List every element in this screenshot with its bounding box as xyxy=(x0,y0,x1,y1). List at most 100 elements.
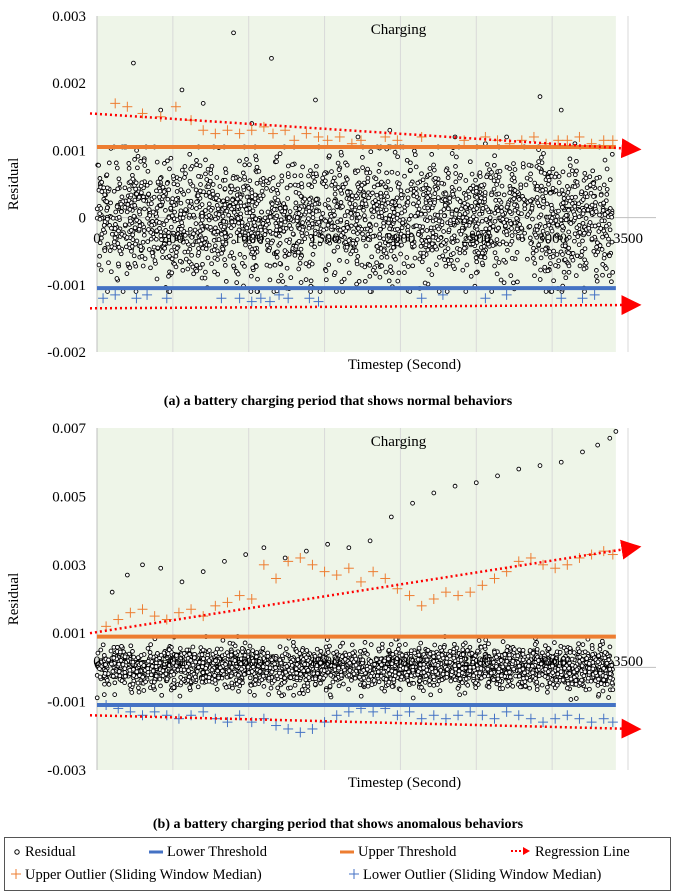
residual-point xyxy=(477,174,483,179)
residual-point xyxy=(288,275,294,280)
residual-point xyxy=(114,204,120,210)
residual-point xyxy=(609,214,615,220)
residual-point xyxy=(187,685,193,690)
residual-point xyxy=(572,184,578,190)
residual-point xyxy=(577,230,583,235)
residual-point xyxy=(417,678,423,684)
residual-point xyxy=(316,219,322,225)
residual-point xyxy=(473,270,479,276)
residual-point xyxy=(234,280,240,285)
residual-point xyxy=(362,213,367,218)
residual-point xyxy=(436,218,442,224)
residual-point xyxy=(237,232,243,238)
residual-point xyxy=(167,166,172,172)
residual-point xyxy=(312,244,317,250)
residual-point xyxy=(352,202,358,207)
residual-point xyxy=(326,262,332,268)
residual-point xyxy=(157,676,163,682)
residual-point xyxy=(194,262,199,268)
residual-point xyxy=(481,244,487,249)
residual-point xyxy=(114,165,120,171)
residual-point xyxy=(243,242,248,248)
x-tick-label: 3500 xyxy=(613,231,643,247)
residual-point xyxy=(182,164,188,169)
residual-point xyxy=(161,222,167,228)
residual-point xyxy=(203,246,209,252)
residual-point xyxy=(572,238,577,244)
residual-point xyxy=(421,254,426,260)
residual-point xyxy=(148,642,154,647)
residual-point xyxy=(393,256,398,262)
residual-point xyxy=(361,235,366,241)
residual-point xyxy=(166,273,171,279)
residual-point xyxy=(394,195,400,201)
residual-point xyxy=(168,205,174,211)
residual-point xyxy=(332,191,338,197)
residual-point xyxy=(278,273,284,278)
residual-point xyxy=(151,244,157,250)
residual-point xyxy=(313,197,319,202)
residual-point xyxy=(442,248,448,254)
residual-point xyxy=(221,224,227,230)
residual-point xyxy=(296,211,302,216)
residual-point xyxy=(398,188,404,194)
residual-point xyxy=(477,211,482,217)
residual-point xyxy=(308,278,314,284)
residual-point xyxy=(376,679,382,685)
residual-point xyxy=(469,171,475,177)
residual-point xyxy=(274,213,280,219)
residual-point xyxy=(415,232,421,237)
residual-point xyxy=(549,289,555,294)
residual-point xyxy=(106,682,112,687)
residual-point xyxy=(462,200,467,206)
residual-point xyxy=(604,223,609,229)
residual-point xyxy=(463,178,469,183)
residual-point xyxy=(588,190,594,196)
residual-point xyxy=(279,173,285,179)
residual-point xyxy=(429,247,435,253)
residual-point xyxy=(94,206,100,212)
residual-point xyxy=(274,154,280,160)
residual-point xyxy=(555,214,560,219)
residual-point xyxy=(437,688,443,694)
residual-point xyxy=(493,198,499,203)
residual-point xyxy=(595,659,601,665)
residual-point xyxy=(162,233,167,239)
residual-point xyxy=(167,289,173,294)
residual-point xyxy=(527,198,533,204)
residual-point xyxy=(441,240,446,245)
chart-title: Charging xyxy=(371,22,427,38)
residual-point xyxy=(122,185,128,191)
residual-point xyxy=(184,647,190,653)
residual-point xyxy=(392,234,398,239)
residual-point xyxy=(102,192,108,198)
residual-point xyxy=(220,213,226,219)
residual-point xyxy=(274,227,279,233)
residual-point xyxy=(110,215,116,221)
residual-point xyxy=(308,289,313,294)
residual-point xyxy=(259,188,265,194)
x-tick-label: 0 xyxy=(93,231,101,247)
residual-point xyxy=(547,249,553,254)
residual-point xyxy=(504,204,510,210)
residual-point xyxy=(241,235,247,241)
residual-point xyxy=(442,197,448,203)
residual-point xyxy=(352,675,358,681)
residual-point xyxy=(451,251,456,256)
residual-point xyxy=(436,226,441,232)
residual-point xyxy=(355,211,361,217)
residual-point xyxy=(310,211,316,217)
residual-point xyxy=(397,642,402,648)
residual-point xyxy=(203,171,208,177)
residual-point xyxy=(334,289,339,294)
residual-point xyxy=(157,220,162,225)
residual-outlier-point xyxy=(131,60,136,66)
residual-point xyxy=(267,277,273,283)
residual-point xyxy=(280,279,286,284)
residual-point xyxy=(586,225,592,231)
residual-point xyxy=(178,211,183,217)
residual-point xyxy=(337,644,343,649)
residual-outlier-point xyxy=(313,97,318,103)
residual-point xyxy=(317,675,323,680)
residual-point xyxy=(597,212,602,218)
